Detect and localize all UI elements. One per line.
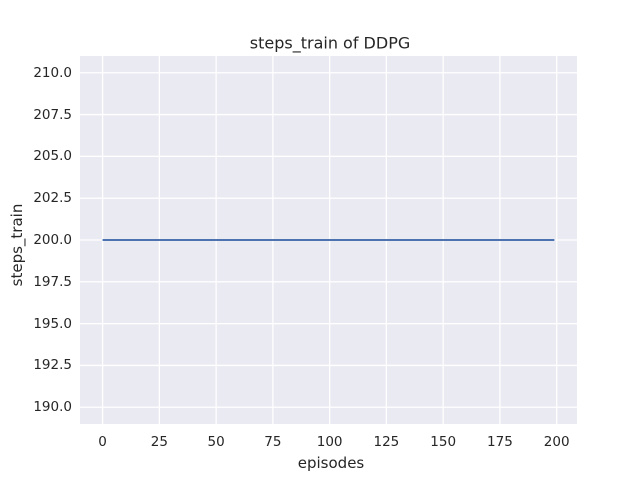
y-tick-label: 190.0 [33, 399, 72, 416]
chart-title: steps_train of DDPG [249, 33, 411, 53]
x-tick-label: 25 [150, 434, 168, 450]
y-tick-label: 195.0 [33, 315, 72, 332]
x-tick-label: 0 [98, 434, 107, 450]
x-tick-label: 125 [373, 434, 400, 450]
y-tick-label: 197.5 [33, 273, 72, 290]
y-tick-label: 202.5 [33, 190, 72, 207]
y-tick-label: 210.0 [33, 64, 72, 81]
x-tick-label: 200 [543, 434, 570, 450]
x-tick-label: 75 [264, 434, 282, 450]
x-axis-label: episodes [297, 454, 365, 472]
x-tick-label: 150 [430, 434, 457, 450]
y-tick-label: 200.0 [33, 232, 72, 248]
x-tick-label: 50 [207, 434, 225, 450]
y-tick-label: 192.5 [33, 357, 72, 374]
x-tick-label: 100 [316, 434, 343, 450]
y-tick-label: 207.5 [33, 106, 72, 123]
x-tick-label: 175 [487, 434, 513, 450]
y-tick-label: 205.0 [33, 148, 72, 165]
